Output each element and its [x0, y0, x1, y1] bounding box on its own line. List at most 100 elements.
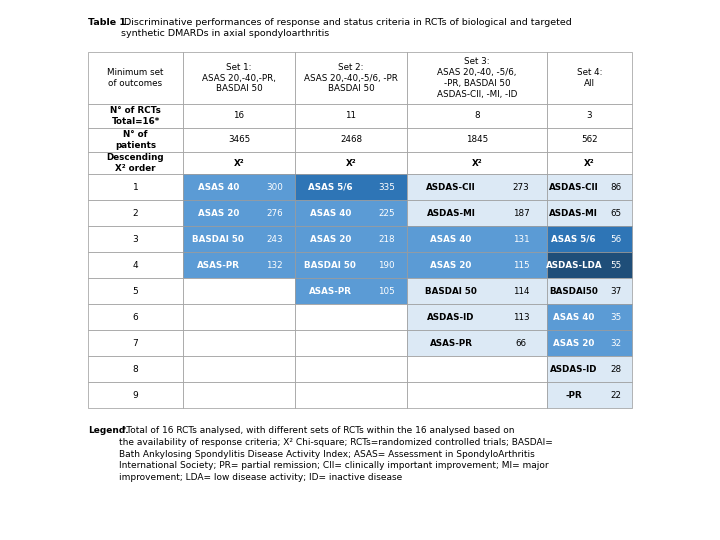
Bar: [88, 278, 183, 304]
Text: 218: 218: [378, 234, 395, 244]
Text: ASAS 40: ASAS 40: [553, 313, 595, 321]
Text: ASDAS-CII: ASDAS-CII: [549, 183, 598, 192]
Bar: [183, 52, 295, 104]
Text: 114: 114: [513, 287, 529, 295]
Bar: [295, 200, 407, 226]
Text: X²: X²: [472, 159, 482, 167]
Text: 37: 37: [611, 287, 622, 295]
Text: ASAS 5/6: ASAS 5/6: [552, 234, 596, 244]
Text: 3: 3: [132, 234, 138, 244]
Text: *Total of 16 RCTs analysed, with different sets of RCTs within the 16 analysed b: *Total of 16 RCTs analysed, with differe…: [119, 426, 553, 482]
Text: ASAS 20: ASAS 20: [197, 208, 239, 218]
Bar: [295, 330, 407, 356]
Text: 65: 65: [611, 208, 622, 218]
Text: ASDAS-CII: ASDAS-CII: [426, 183, 476, 192]
Text: N° of RCTs
Total=16*: N° of RCTs Total=16*: [110, 106, 161, 126]
Text: ASDAS-MI: ASDAS-MI: [549, 208, 598, 218]
Text: ASAS 20: ASAS 20: [431, 260, 472, 269]
Bar: [547, 330, 632, 356]
Text: 190: 190: [378, 260, 395, 269]
Bar: [88, 104, 183, 128]
Text: 562: 562: [581, 136, 598, 145]
Text: Set 2:
ASAS 20,-40,-5/6, -PR
BASDAI 50: Set 2: ASAS 20,-40,-5/6, -PR BASDAI 50: [304, 63, 398, 93]
Bar: [407, 174, 547, 200]
Bar: [88, 382, 183, 408]
Text: 1: 1: [132, 183, 138, 192]
Text: 300: 300: [266, 183, 283, 192]
Bar: [547, 174, 632, 200]
Text: 56: 56: [611, 234, 622, 244]
Text: X²: X²: [584, 159, 595, 167]
Text: Table 1.: Table 1.: [88, 18, 130, 27]
Text: ASAS 20: ASAS 20: [553, 339, 595, 348]
Bar: [547, 52, 632, 104]
Bar: [295, 304, 407, 330]
Bar: [547, 252, 632, 278]
Text: 11: 11: [346, 111, 356, 120]
Bar: [295, 174, 407, 200]
Bar: [547, 382, 632, 408]
Bar: [547, 226, 632, 252]
Bar: [88, 356, 183, 382]
Bar: [547, 304, 632, 330]
Text: 132: 132: [266, 260, 282, 269]
Text: Set 1:
ASAS 20,-40,-PR,
BASDAI 50: Set 1: ASAS 20,-40,-PR, BASDAI 50: [202, 63, 276, 93]
Text: 16: 16: [233, 111, 245, 120]
Bar: [547, 200, 632, 226]
Bar: [88, 128, 183, 152]
Text: ASAS 5/6: ASAS 5/6: [308, 183, 353, 192]
Text: X²: X²: [346, 159, 356, 167]
Bar: [183, 200, 295, 226]
Text: ASAS 20: ASAS 20: [310, 234, 351, 244]
Bar: [295, 278, 407, 304]
Bar: [407, 152, 547, 174]
Bar: [88, 152, 183, 174]
Bar: [88, 226, 183, 252]
Text: BASDAI50: BASDAI50: [549, 287, 598, 295]
Text: ASAS 40: ASAS 40: [197, 183, 239, 192]
Text: 1845: 1845: [466, 136, 488, 145]
Text: 187: 187: [513, 208, 529, 218]
Bar: [183, 104, 295, 128]
Bar: [88, 304, 183, 330]
Bar: [295, 356, 407, 382]
Text: BASDAI 50: BASDAI 50: [305, 260, 356, 269]
Bar: [295, 52, 407, 104]
Text: 7: 7: [132, 339, 138, 348]
Text: 2468: 2468: [340, 136, 362, 145]
Bar: [295, 226, 407, 252]
Bar: [407, 278, 547, 304]
Bar: [295, 104, 407, 128]
Text: 35: 35: [611, 313, 622, 321]
Bar: [547, 356, 632, 382]
Bar: [407, 200, 547, 226]
Text: ASDAS-MI: ASDAS-MI: [427, 208, 475, 218]
Text: Minimum set
of outcomes: Minimum set of outcomes: [107, 68, 163, 88]
Text: ASAS 40: ASAS 40: [431, 234, 472, 244]
Bar: [407, 382, 547, 408]
Bar: [407, 226, 547, 252]
Text: 225: 225: [378, 208, 395, 218]
Text: 6: 6: [132, 313, 138, 321]
Bar: [88, 52, 183, 104]
Text: 55: 55: [611, 260, 622, 269]
Bar: [295, 382, 407, 408]
Text: ASAS-PR: ASAS-PR: [197, 260, 240, 269]
Text: 131: 131: [513, 234, 529, 244]
Bar: [295, 252, 407, 278]
Text: 4: 4: [132, 260, 138, 269]
Text: BASDAI 50: BASDAI 50: [426, 287, 477, 295]
Bar: [183, 226, 295, 252]
Text: 9: 9: [132, 390, 138, 400]
Text: 32: 32: [611, 339, 622, 348]
Bar: [547, 152, 632, 174]
Text: 2: 2: [132, 208, 138, 218]
Text: X²: X²: [234, 159, 244, 167]
Bar: [88, 200, 183, 226]
Text: Set 3:
ASAS 20,-40, -5/6,
-PR, BASDAI 50
ASDAS-CII, -MI, -ID: Set 3: ASAS 20,-40, -5/6, -PR, BASDAI 50…: [437, 57, 517, 99]
Bar: [547, 128, 632, 152]
Text: 243: 243: [266, 234, 282, 244]
Bar: [183, 174, 295, 200]
Text: Discriminative performances of response and status criteria in RCTs of biologica: Discriminative performances of response …: [121, 18, 572, 38]
Bar: [183, 152, 295, 174]
